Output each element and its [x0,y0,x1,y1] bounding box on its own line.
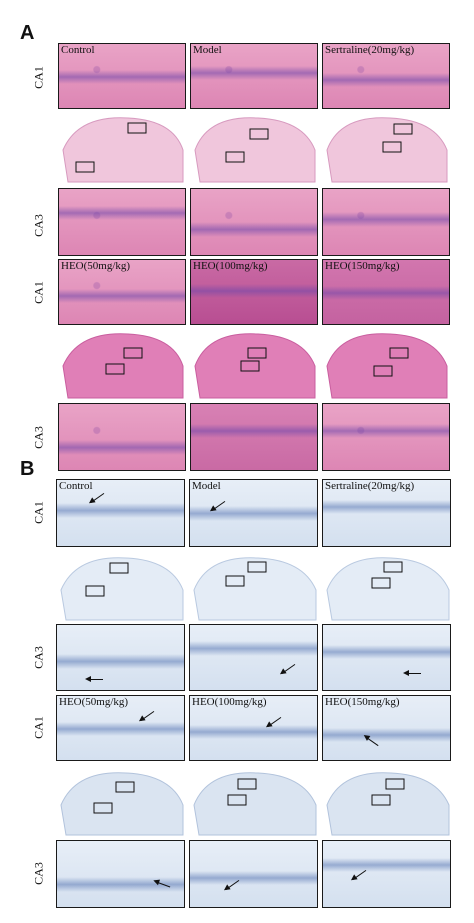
micrograph-tile: Sertraline(20mg/kg) [322,479,451,547]
micrograph-tile [190,188,318,256]
row-label: CA3 [31,426,46,449]
tile-caption: Control [61,44,95,56]
micrograph-tile [322,188,450,256]
row-label: CA1 [31,281,46,304]
micrograph-tile [322,840,451,908]
tile-caption: Sertraline(20mg/kg) [325,480,415,492]
overview-sections [62,333,448,399]
micrograph-tile [322,403,450,471]
micrograph-tile: HEO(100mg/kg) [190,259,318,325]
micrograph-tile [190,403,318,471]
micrograph-tile [56,840,185,908]
row-label: CA3 [31,862,46,885]
overview-sections [62,117,448,183]
micrograph-tile: Control [58,43,186,109]
overview-sections [60,557,450,621]
micrograph-tile [189,624,318,691]
micrograph-tile [58,188,186,256]
micrograph-tile [56,624,185,691]
overview-sections [60,772,450,836]
micrograph-tile [189,840,318,908]
micrograph-tile: HEO(50mg/kg) [58,259,186,325]
tile-caption: Sertraline(20mg/kg) [325,44,415,56]
tile-caption: Control [59,480,93,492]
panel-letter-a: A [20,22,35,44]
micrograph-tile: Control [56,479,185,547]
row-label: CA1 [31,501,46,524]
tile-caption: HEO(150mg/kg) [325,260,400,272]
micrograph-tile [58,403,186,471]
tile-caption: HEO(150mg/kg) [325,696,400,708]
row-label: CA3 [31,214,46,237]
micrograph-tile: HEO(150mg/kg) [322,259,450,325]
tile-caption: HEO(50mg/kg) [61,260,131,272]
tile-caption: HEO(50mg/kg) [59,696,129,708]
tile-caption: HEO(100mg/kg) [192,696,267,708]
row-label: CA1 [31,66,46,89]
tile-caption: Model [193,44,222,56]
tile-caption: HEO(100mg/kg) [193,260,268,272]
micrograph-tile: Model [189,479,318,547]
micrograph-tile: Sertraline(20mg/kg) [322,43,450,109]
micrograph-tile: HEO(50mg/kg) [56,695,185,761]
micrograph-tile: Model [190,43,318,109]
micrograph-tile: HEO(100mg/kg) [189,695,318,761]
tile-caption: Model [192,480,221,492]
row-label: CA3 [31,646,46,669]
micrograph-tile: HEO(150mg/kg) [322,695,451,761]
micrograph-tile [322,624,451,691]
panel-letter-b: B [20,458,35,480]
row-label: CA1 [31,716,46,739]
